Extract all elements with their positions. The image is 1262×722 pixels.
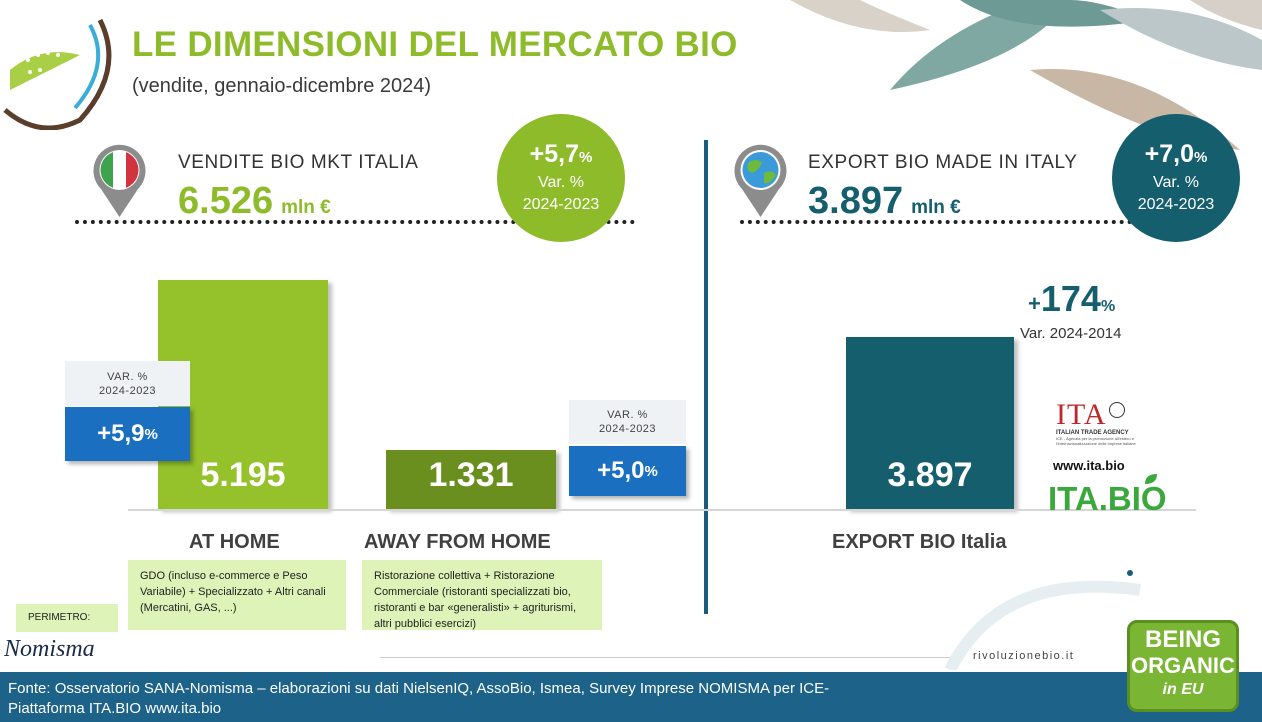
ita-logo-text: ITA [1056,398,1107,431]
export-unit: mln € [911,197,961,218]
ita-emblem-icon [1108,402,1125,418]
category-export: EXPORT BIO Italia [832,531,1007,553]
italy-variation-value: +5,7 [529,140,579,168]
section-divider [704,140,708,614]
export-variation-value: +7,0 [1144,140,1194,168]
export-value: 3.897 mln € [808,180,961,223]
ita-agency-name: ITALIAN TRADE AGENCY [1056,430,1129,436]
site-link-line [380,657,960,658]
at-home-variation-period: 2024-2023 [98,384,157,397]
source-footer: Fonte: Osservatorio SANA-Nomisma – elabo… [0,672,1262,722]
bar-value-label: 3.897 [887,456,973,494]
away-variation-header: VAR. % 2024-2023 [569,400,686,444]
export-longterm-variation: +174% [1028,278,1116,319]
being-organic-line1: BEING [1144,626,1221,653]
footer-line-2: Piattaforma ITA.BIO www.ita.bio [8,700,222,717]
bar-value-label: 5.195 [200,456,286,494]
export-longterm-label: Var. 2024-2014 [1020,325,1122,342]
footer-line-1: Fonte: Osservatorio SANA-Nomisma – elabo… [8,680,830,697]
ita-logo: ITA ITALIAN TRADE AGENCY ICE - Agenzia p… [1056,398,1156,447]
away-variation-label: VAR. % [607,409,648,421]
at-home-note: GDO (incluso e-commerce e Peso Variabile… [128,560,346,630]
being-organic-line3: in EU [1162,681,1204,698]
ita-agency-desc: ICE - Agenzia per la promozione all'este… [1056,436,1136,446]
export-variation-period: 2024-2023 [1137,196,1215,213]
italy-variation-period: 2024-2023 [522,196,600,213]
italy-sales-number: 6.526 [178,180,274,222]
export-variation-badge: +7,0% Var. % 2024-2023 [1112,114,1240,242]
category-at-home: AT HOME [189,531,280,553]
page-subtitle: (vendite, gennaio-dicembre 2024) [132,75,432,97]
ita-bio-url[interactable]: www.ita.bio [1053,458,1125,473]
at-home-variation-label: VAR. % [107,370,148,383]
eu-organic-logo [3,18,112,130]
page-title: LE DIMENSIONI DEL MERCATO BIO [132,25,738,64]
italy-flag-pin-icon [93,144,146,217]
export-number: 3.897 [808,180,904,222]
export-label: EXPORT BIO MADE IN ITALY [808,152,1078,173]
bar-value-label: 1.331 [428,456,514,494]
bar-export: 3.897 [846,337,1014,509]
italy-sales-unit: mln € [281,197,331,218]
category-away-from-home: AWAY FROM HOME [364,531,551,553]
globe-pin-icon [734,144,787,217]
away-variation-period: 2024-2023 [598,423,657,435]
at-home-variation-value: +5,9% [65,407,190,461]
leaf-icon [1145,474,1157,484]
away-variation-value: +5,0% [569,446,686,496]
export-dotted-separator [740,220,1140,224]
away-note: Ristorazione collettiva + Ristorazione C… [362,560,602,630]
at-home-variation-header: VAR. % 2024-2023 [65,361,190,406]
export-variation-label: Var. % [1153,174,1199,191]
decorative-arc [944,570,1141,670]
ita-bio-logo: ITA.BIO [1048,480,1167,517]
being-organic-line2: ORGANIC [1131,653,1235,678]
rivoluzionebio-link[interactable]: rivoluzionebio.it [973,650,1075,662]
italy-variation-pct: % [579,149,593,166]
italy-dotted-separator [75,220,635,224]
chart-baseline [128,509,1196,511]
italy-sales-label: VENDITE BIO MKT ITALIA [178,152,419,173]
italy-sales-value: 6.526 mln € [178,180,331,223]
being-organic-badge: BEING ORGANIC in EU [1127,620,1239,712]
bar-away-from-home: 1.331 [386,450,556,509]
italy-variation-badge: +5,7% Var. % 2024-2023 [497,114,625,242]
export-variation-pct: % [1194,149,1208,166]
perimeter-label: PERIMETRO: [16,604,118,632]
italy-variation-label: Var. % [538,174,584,191]
nomisma-logo: Nomisma [4,636,95,662]
